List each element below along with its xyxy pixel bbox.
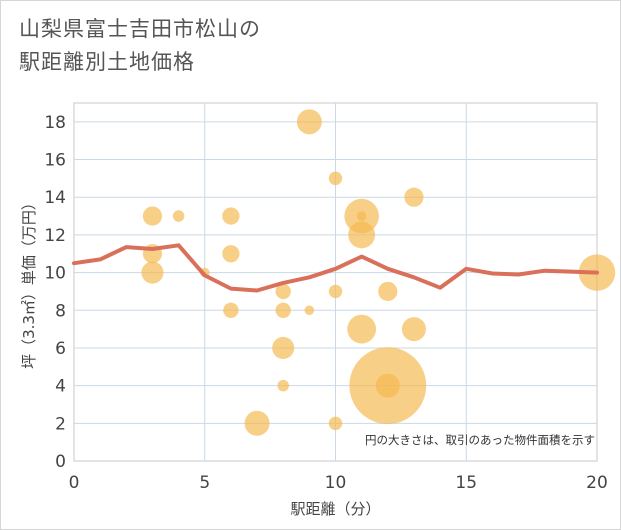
y-tick-label: 8 <box>55 301 66 321</box>
chart-title: 山梨県富士吉田市松山の 駅距離別土地価格 <box>19 13 261 79</box>
bubble-point <box>275 302 291 318</box>
x-tick-label: 20 <box>586 473 608 493</box>
chart-title-line-1: 山梨県富士吉田市松山の <box>19 17 261 41</box>
bubble-size-note: 円の大きさは、取引のあった物件面積を示す <box>365 433 595 447</box>
y-tick-label: 0 <box>55 452 66 472</box>
bubble-point <box>356 211 367 221</box>
bubble-point <box>328 171 343 186</box>
bubble-point <box>347 314 377 344</box>
x-tick-label: 15 <box>455 473 477 493</box>
y-tick-label: 2 <box>55 414 66 434</box>
y-tick-label: 4 <box>55 377 66 397</box>
axis-ticks: 0 5 10 15 20 0 2 4 6 8 10 12 14 16 18 <box>44 113 607 493</box>
bubble-point <box>275 283 291 300</box>
bubble-point <box>375 373 400 398</box>
y-tick-label: 12 <box>44 226 66 246</box>
y-tick-label: 10 <box>44 264 66 284</box>
bubble-point <box>404 187 424 207</box>
bubble-point <box>378 281 398 302</box>
bubble-point <box>296 109 322 135</box>
bubble-point <box>222 245 240 263</box>
y-tick-label: 18 <box>44 113 66 133</box>
bubble-point <box>141 261 164 284</box>
bubble-point <box>277 379 289 392</box>
y-tick-label: 14 <box>44 188 66 208</box>
bubble-point <box>222 207 240 225</box>
bubble-point <box>401 317 426 342</box>
bubble-point <box>304 305 315 316</box>
bubble-point <box>223 302 239 318</box>
bubble-point <box>328 416 343 431</box>
bubble-point <box>328 284 343 299</box>
chart-title-line-2: 駅距離別土地価格 <box>19 50 195 74</box>
average-line-series <box>72 243 599 293</box>
bubble-point <box>272 336 295 359</box>
bubble-point <box>172 210 185 222</box>
x-tick-label: 10 <box>325 473 347 493</box>
y-axis-label: 坪（3.3㎡）単価（万円） <box>20 195 38 369</box>
x-tick-label: 5 <box>199 473 210 493</box>
y-tick-label: 16 <box>44 151 66 171</box>
average-price-line <box>72 243 599 293</box>
y-tick-label: 6 <box>55 339 66 359</box>
x-axis-label: 駅距離（分） <box>290 500 380 518</box>
bubble-point <box>142 206 163 226</box>
bubble-point <box>348 221 376 249</box>
x-tick-label: 0 <box>69 473 80 493</box>
bubble-point <box>244 410 270 436</box>
